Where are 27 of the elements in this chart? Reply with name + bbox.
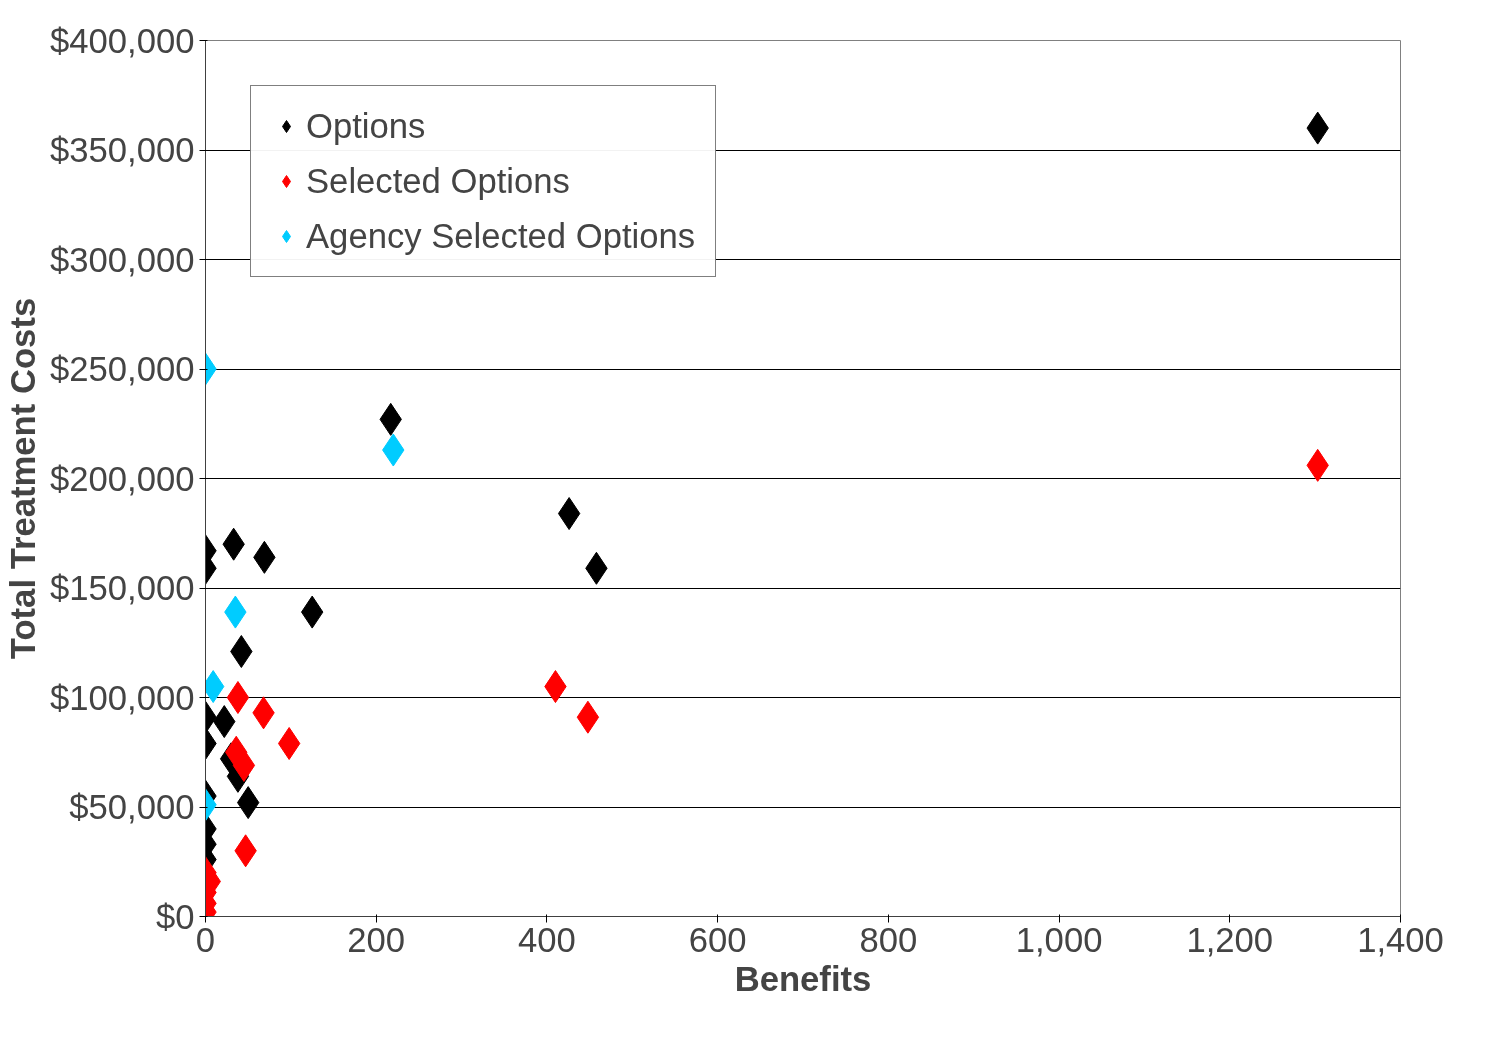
legend-label: Options	[306, 106, 426, 146]
x-tick-label: 200	[347, 920, 406, 959]
y-tick-label: $300,000	[49, 240, 195, 279]
y-tick-label: $400,000	[49, 21, 195, 60]
y-tick-label: $350,000	[49, 131, 195, 169]
point	[576, 700, 600, 734]
y-tick-label: $100,000	[49, 678, 195, 717]
y-tick-label: $150,000	[49, 569, 195, 607]
point	[557, 497, 581, 531]
x-tick-label: 600	[688, 920, 747, 959]
x-tick-label: 800	[859, 920, 918, 959]
x-tick-label: 1,200	[1186, 920, 1274, 959]
x-tick-label: 1,400	[1357, 920, 1444, 959]
y-tick-label: $200,000	[49, 459, 195, 498]
x-axis-title: Benefits	[734, 959, 872, 998]
y-tick-label: $250,000	[49, 350, 195, 388]
legend-label: Selected Options	[306, 161, 570, 201]
point	[232, 748, 256, 782]
x-tick-label: 400	[518, 920, 576, 959]
x-tick-label: 1,000	[1015, 920, 1103, 959]
y-tick-label: $0	[155, 897, 195, 936]
point	[226, 681, 250, 714]
x-tick-label: 0	[195, 920, 216, 959]
point	[277, 726, 301, 760]
legend-label: Agency Selected Options	[306, 216, 696, 256]
y-axis-title: Total Treatment Costs	[3, 297, 42, 660]
y-tick-label: $50,000	[69, 788, 195, 826]
